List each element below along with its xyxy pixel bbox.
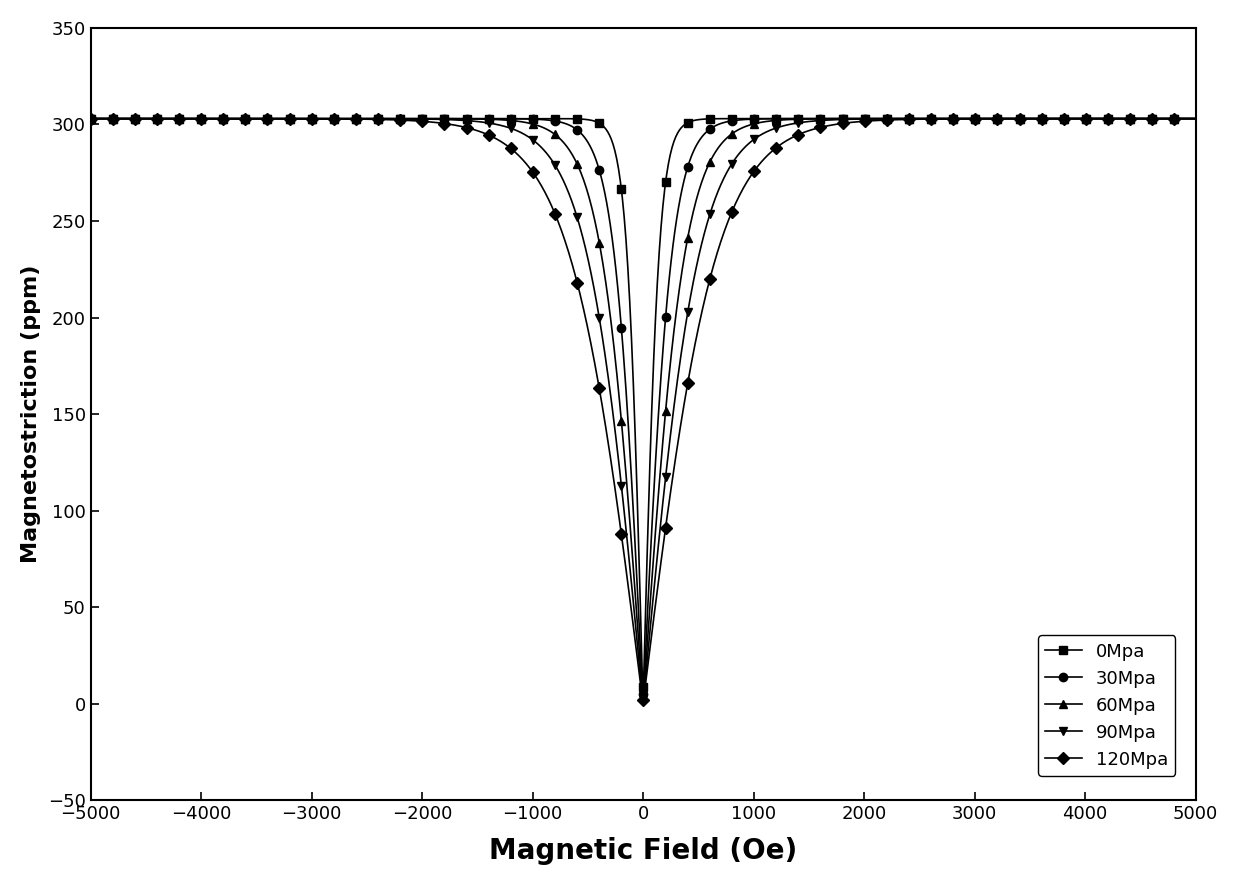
60Mpa bbox=[456, 113, 471, 124]
60Mpa bbox=[83, 113, 98, 124]
Line: 0Mpa: 0Mpa bbox=[87, 114, 1199, 691]
90Mpa bbox=[664, 416, 679, 427]
30Mpa bbox=[83, 113, 98, 124]
120Mpa bbox=[688, 338, 703, 349]
120Mpa bbox=[636, 695, 650, 705]
90Mpa bbox=[1188, 113, 1203, 124]
0Mpa bbox=[269, 113, 284, 124]
90Mpa bbox=[456, 115, 471, 126]
120Mpa bbox=[563, 251, 577, 261]
60Mpa bbox=[269, 113, 284, 124]
0Mpa bbox=[563, 113, 577, 124]
30Mpa bbox=[688, 143, 703, 153]
X-axis label: Magnetic Field (Oe): Magnetic Field (Oe) bbox=[489, 837, 797, 865]
Line: 60Mpa: 60Mpa bbox=[87, 114, 1199, 702]
0Mpa bbox=[688, 115, 703, 126]
120Mpa bbox=[1188, 113, 1203, 124]
30Mpa bbox=[456, 113, 471, 124]
30Mpa bbox=[269, 113, 284, 124]
0Mpa bbox=[1188, 113, 1203, 124]
60Mpa bbox=[688, 199, 703, 210]
90Mpa bbox=[636, 694, 650, 704]
60Mpa bbox=[563, 145, 577, 156]
60Mpa bbox=[229, 113, 244, 124]
120Mpa bbox=[664, 477, 679, 487]
60Mpa bbox=[664, 342, 679, 353]
0Mpa bbox=[636, 681, 650, 692]
Line: 90Mpa: 90Mpa bbox=[87, 114, 1199, 703]
120Mpa bbox=[456, 121, 471, 132]
90Mpa bbox=[269, 113, 284, 124]
0Mpa bbox=[664, 142, 679, 152]
90Mpa bbox=[688, 268, 703, 278]
Line: 120Mpa: 120Mpa bbox=[87, 114, 1199, 704]
0Mpa bbox=[229, 113, 244, 124]
0Mpa bbox=[83, 113, 98, 124]
30Mpa bbox=[636, 689, 650, 700]
30Mpa bbox=[1188, 113, 1203, 124]
60Mpa bbox=[636, 692, 650, 703]
Legend: 0Mpa, 30Mpa, 60Mpa, 90Mpa, 120Mpa: 0Mpa, 30Mpa, 60Mpa, 90Mpa, 120Mpa bbox=[1038, 635, 1176, 776]
30Mpa bbox=[563, 120, 577, 130]
Y-axis label: Magnetostriction (ppm): Magnetostriction (ppm) bbox=[21, 265, 41, 563]
120Mpa bbox=[229, 113, 244, 124]
60Mpa bbox=[1188, 113, 1203, 124]
0Mpa bbox=[456, 113, 471, 124]
Line: 30Mpa: 30Mpa bbox=[87, 114, 1199, 698]
120Mpa bbox=[83, 113, 98, 124]
120Mpa bbox=[269, 113, 284, 124]
90Mpa bbox=[229, 113, 244, 124]
30Mpa bbox=[664, 247, 679, 258]
90Mpa bbox=[83, 113, 98, 124]
90Mpa bbox=[563, 190, 577, 201]
30Mpa bbox=[229, 113, 244, 124]
